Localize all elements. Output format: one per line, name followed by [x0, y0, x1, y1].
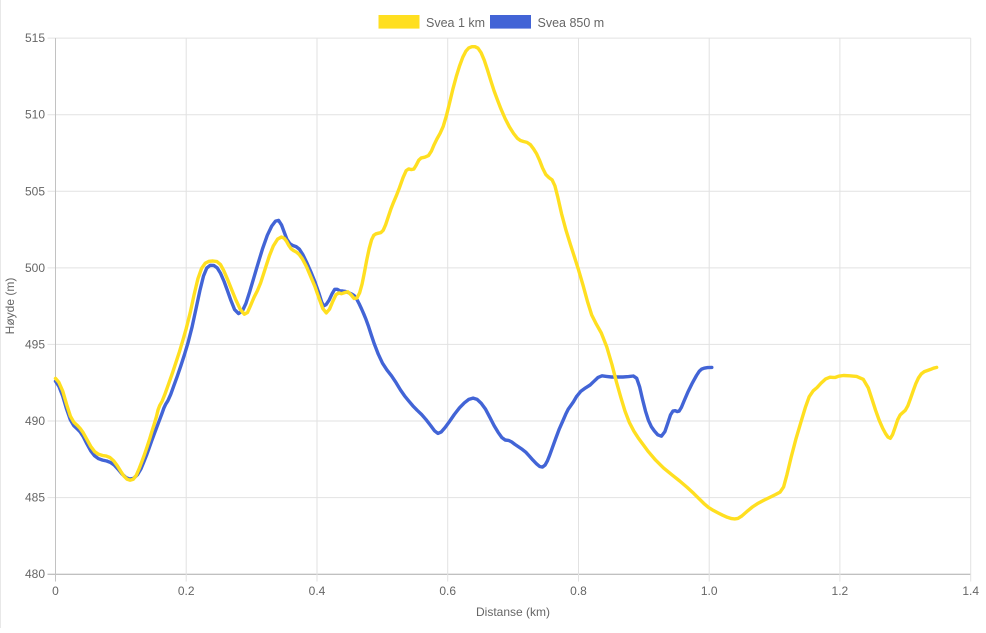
svg-text:0.6: 0.6 [439, 584, 456, 598]
svg-text:480: 480 [25, 567, 45, 581]
svg-text:Svea 850 m: Svea 850 m [538, 16, 605, 30]
svg-text:0: 0 [52, 584, 59, 598]
svg-text:495: 495 [25, 337, 45, 351]
svg-text:Distanse (km): Distanse (km) [476, 605, 550, 619]
svg-text:Svea 1 km: Svea 1 km [426, 16, 485, 30]
svg-text:0.8: 0.8 [570, 584, 587, 598]
svg-text:1.2: 1.2 [832, 584, 849, 598]
svg-text:0.2: 0.2 [178, 584, 195, 598]
svg-text:Høyde (m): Høyde (m) [3, 278, 17, 335]
svg-text:485: 485 [25, 491, 45, 505]
svg-text:1.0: 1.0 [701, 584, 718, 598]
svg-text:500: 500 [25, 261, 45, 275]
svg-text:515: 515 [25, 31, 45, 45]
svg-text:510: 510 [25, 108, 45, 122]
svg-text:490: 490 [25, 414, 45, 428]
svg-text:1.4: 1.4 [962, 584, 979, 598]
svg-text:505: 505 [25, 184, 45, 198]
svg-text:0.4: 0.4 [309, 584, 326, 598]
